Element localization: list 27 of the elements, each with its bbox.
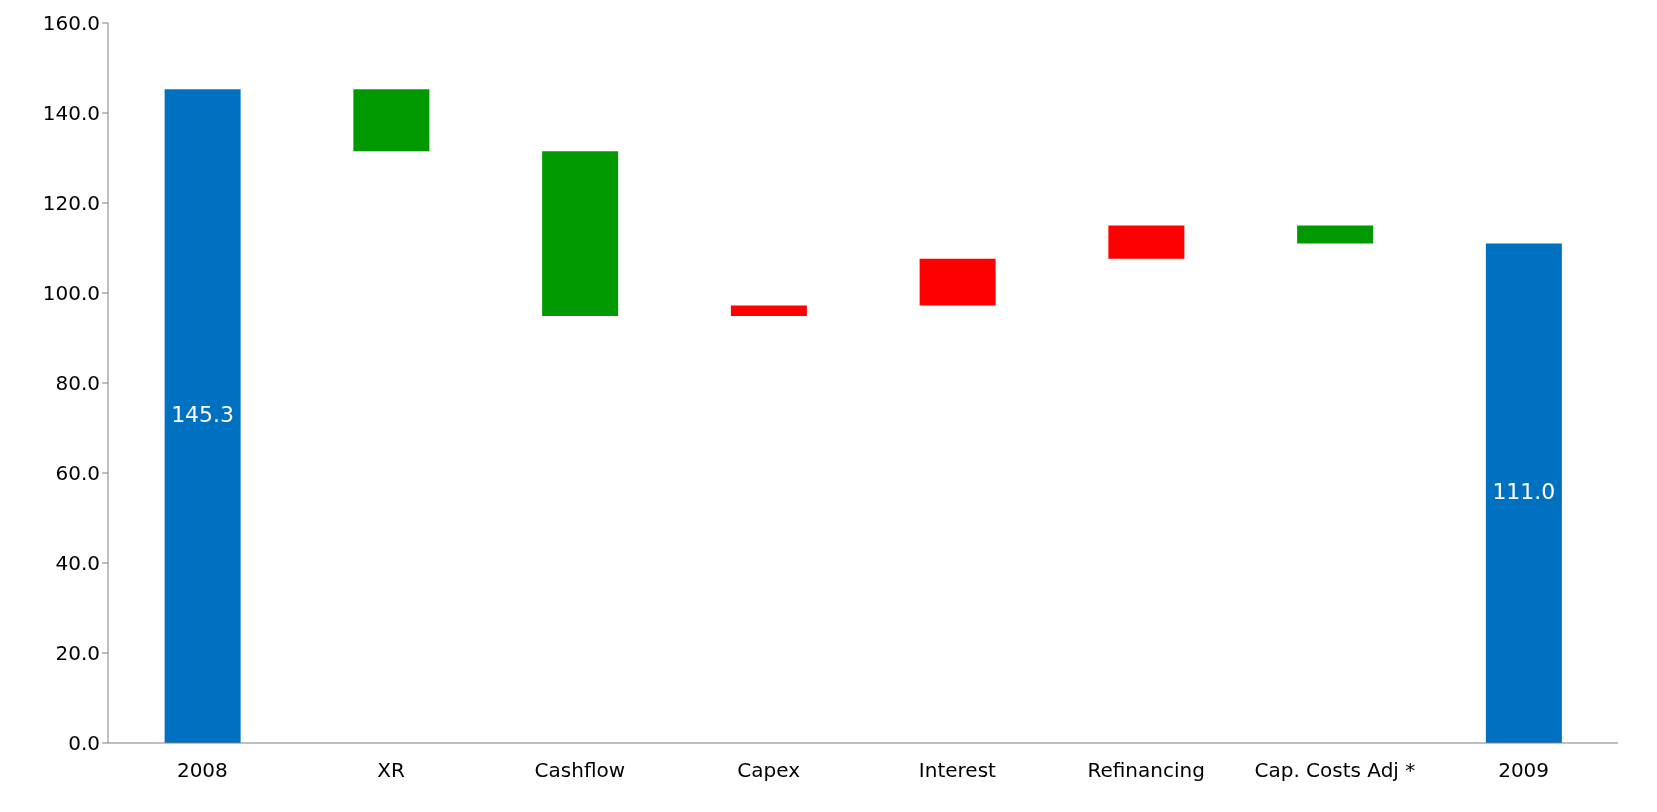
y-tick-label: 0.0: [68, 731, 100, 756]
y-tick-label: 60.0: [55, 461, 100, 486]
bar: [353, 89, 430, 152]
y-tick-label: 160.0: [42, 11, 100, 36]
y-tick-label: 80.0: [55, 371, 100, 396]
y-tick-label: 20.0: [55, 641, 100, 666]
x-tick-label: XR: [377, 758, 406, 783]
x-tick-label: 2008: [176, 758, 228, 783]
data-label: 145.3: [171, 402, 235, 428]
y-tick-label: 120.0: [42, 191, 100, 216]
x-tick-label: Capex: [737, 758, 801, 783]
x-tick-label: Cashflow: [534, 758, 626, 783]
y-tick-label: 40.0: [55, 551, 100, 576]
bar: [1485, 243, 1562, 743]
bar: [542, 151, 619, 316]
x-tick-label: Refinancing: [1087, 758, 1205, 783]
bar: [919, 258, 996, 306]
x-tick-label: 2009: [1498, 758, 1550, 783]
x-tick-label: Interest: [918, 758, 997, 783]
y-tick-label: 100.0: [42, 281, 100, 306]
bar: [730, 305, 807, 316]
x-tick-label: Cap. Costs Adj *: [1254, 758, 1416, 783]
y-tick-label: 140.0: [42, 101, 100, 126]
bar: [1108, 225, 1185, 259]
bar: [164, 89, 241, 743]
bar: [1297, 225, 1374, 244]
data-label: 111.0: [1492, 479, 1556, 505]
